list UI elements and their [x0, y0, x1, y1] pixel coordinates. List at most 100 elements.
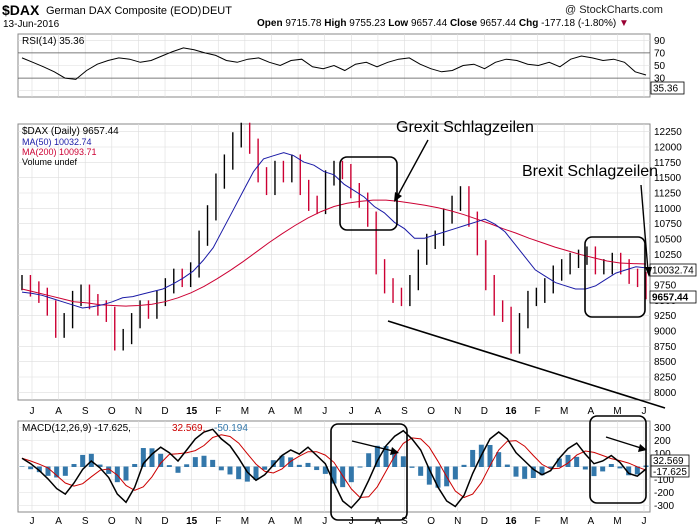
macd-histogram-bar: [62, 466, 68, 476]
macd-histogram-bar: [357, 466, 363, 468]
x-tick-label: J: [30, 516, 35, 527]
macd-histogram-bar: [634, 466, 640, 475]
x-tick-label: N: [135, 516, 142, 527]
macd-histogram-bar: [400, 456, 406, 467]
macd-signal-legend: 32.569,: [172, 423, 205, 434]
symbol: $DAX: [2, 2, 40, 18]
x-tick-label: A: [268, 516, 275, 527]
close-value: 9657.44: [479, 18, 517, 29]
macd-tick-label: 100: [654, 449, 671, 460]
macd-histogram-bar: [626, 466, 632, 476]
macd-histogram-bar: [175, 466, 181, 473]
macd-histogram-bar: [340, 466, 346, 488]
grexit-arrow-line: [396, 139, 429, 198]
macd-histogram-bar: [582, 466, 588, 470]
macd-histogram-bar: [496, 452, 502, 467]
x-tick-label: 16: [505, 516, 517, 527]
macd-histogram-bar: [504, 464, 510, 467]
macd-histogram-bar: [591, 466, 597, 477]
x-tick-label: 15: [186, 516, 198, 527]
macd-tick-label: -300: [654, 501, 674, 512]
x-tick-label: O: [108, 516, 116, 527]
high-value: 9755.23: [349, 18, 386, 29]
macd-histogram-bar: [253, 466, 259, 480]
x-tick-label: D: [481, 406, 488, 417]
macd-histogram-bar: [210, 459, 216, 467]
x-tick-label: M: [560, 516, 568, 527]
x-tick-label: 16: [505, 406, 517, 417]
price-legend: $DAX (Daily) 9657.44: [22, 126, 119, 137]
macd-histogram-bar: [374, 445, 380, 467]
macd-histogram-bar: [149, 448, 155, 467]
macd-histogram-bar: [279, 455, 285, 467]
ma200-legend: MA(200) 10093.71: [22, 147, 97, 157]
x-tick-label: J: [322, 516, 327, 527]
macd-brexit-arrow-head: [638, 444, 647, 452]
macd-signal-last-label: 32.569: [653, 456, 684, 467]
x-tick-label: N: [454, 406, 461, 417]
macd-histogram-bar: [487, 444, 493, 467]
macd-histogram-bar: [19, 466, 25, 467]
macd-signal-line: [21, 434, 647, 499]
x-tick-label: F: [215, 516, 221, 527]
price-tick-label: 8750: [654, 342, 677, 353]
macd-histogram-bar: [140, 448, 146, 467]
price-tick-label: 11000: [654, 204, 682, 215]
x-tick-label: S: [82, 406, 89, 417]
macd-histogram-bar: [270, 460, 276, 467]
x-tick-label: A: [55, 516, 62, 527]
price-tick-label: 8250: [654, 373, 677, 384]
price-tick-label: 11250: [654, 189, 682, 200]
chart-date: 13-Jun-2016: [3, 19, 60, 30]
x-tick-label: O: [427, 516, 435, 527]
symbol-name: German DAX Composite (EOD): [46, 5, 202, 17]
macd-histogram-bar: [617, 466, 623, 469]
price-tick-label: 9250: [654, 311, 677, 322]
macd-histogram-bar: [36, 466, 42, 473]
macd-line: [21, 428, 647, 509]
price-tick-label: 10250: [654, 250, 682, 261]
x-tick-label: A: [587, 516, 594, 527]
macd-histogram-bar: [418, 466, 424, 476]
price-tick-label: 12250: [654, 127, 682, 138]
x-tick-label: A: [55, 406, 62, 417]
price-tick-label: 12000: [654, 143, 682, 154]
macd-histogram-bar: [383, 446, 389, 467]
grexit-annotation: Grexit Schlagzeilen: [396, 119, 534, 136]
macd-histogram-bar: [366, 453, 372, 467]
price-tick-label: 8500: [654, 357, 677, 368]
brexit-box: [584, 236, 646, 318]
rsi-tick-label: 70: [654, 48, 666, 59]
macd-histogram-bar: [530, 466, 536, 479]
close-label: Close: [449, 18, 478, 29]
macd-histogram-bar: [192, 457, 198, 467]
x-tick-label: M: [241, 406, 249, 417]
macd-histogram-bar: [158, 453, 164, 467]
macd-histogram-bar: [132, 464, 138, 467]
macd-tick-label: 300: [654, 423, 671, 434]
down-triangle-icon: ▼: [618, 18, 629, 29]
macd-histogram-bar: [244, 466, 250, 482]
x-tick-label: O: [427, 406, 435, 417]
low-value: 9657.44: [411, 18, 448, 29]
macd-histogram-bar: [452, 466, 458, 480]
macd-histogram-bar: [71, 464, 77, 467]
macd-brexit-box: [589, 415, 647, 504]
x-tick-label: F: [535, 406, 541, 417]
macd-histogram-bar: [513, 466, 519, 477]
watermark: @ StockCharts.com: [565, 4, 663, 16]
price-last-label: 9657.44: [652, 293, 689, 304]
x-tick-label: M: [613, 406, 621, 417]
macd-histogram-bar: [470, 449, 476, 467]
macd-histogram-bar: [461, 464, 467, 467]
macd-last-label: -17.625: [653, 467, 687, 478]
macd-histogram-bar: [348, 466, 354, 483]
x-tick-label: A: [375, 406, 382, 417]
trend-line: [387, 320, 666, 409]
macd-histogram-bar: [608, 464, 614, 467]
brexit-annotation: Brexit Schlagzeilen: [522, 163, 659, 180]
macd-histogram-bar: [123, 466, 129, 481]
price-tick-label: 11500: [654, 173, 682, 184]
macd-histogram-bar: [218, 466, 224, 471]
macd-histogram-bar: [331, 466, 337, 484]
